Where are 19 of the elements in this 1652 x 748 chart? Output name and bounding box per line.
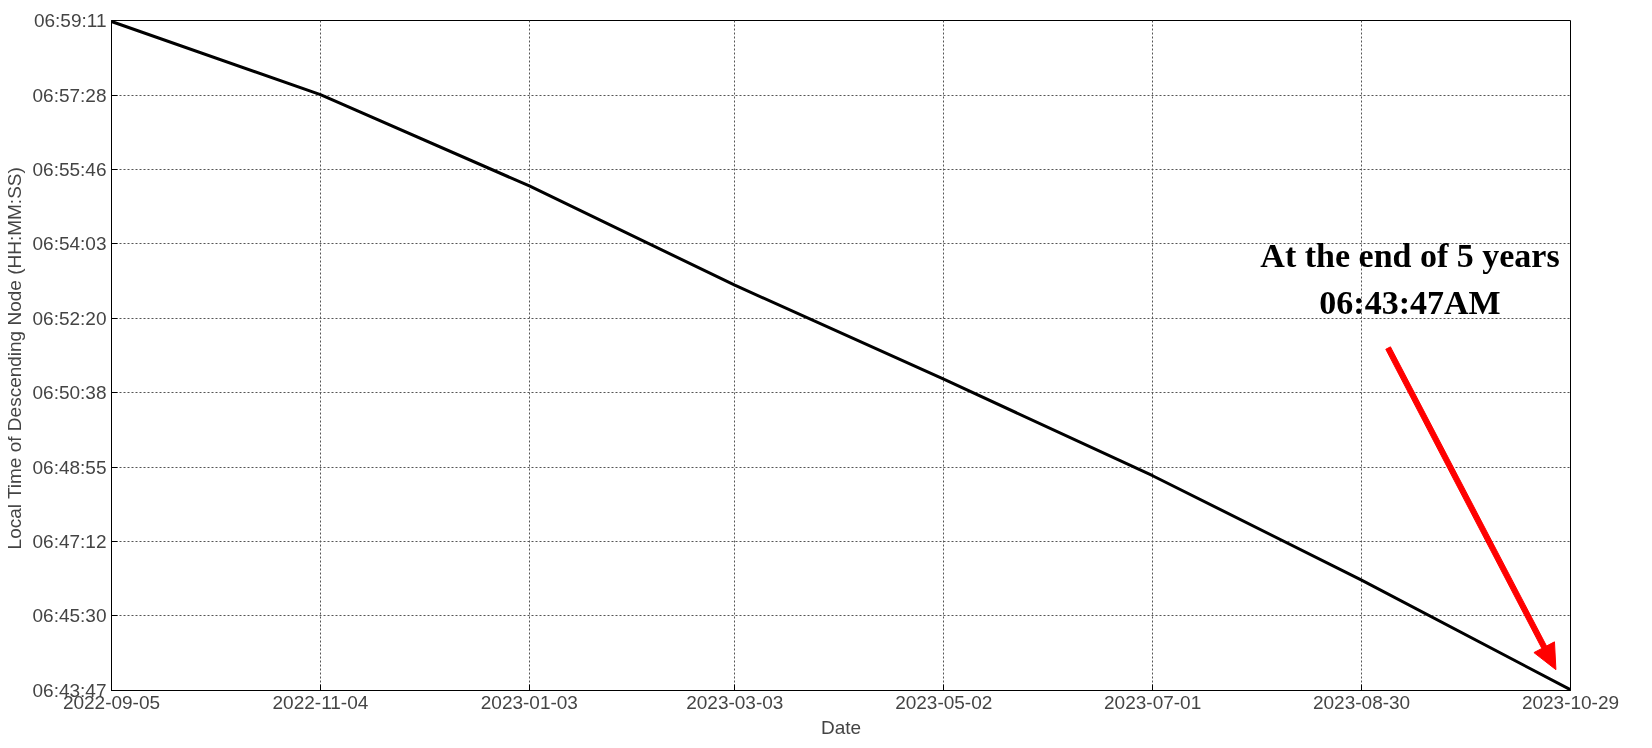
y-tick-label: 06:52:20 (32, 308, 107, 330)
y-tick-label: 06:57:28 (32, 84, 107, 106)
x-tick-label: 2023-03-03 (686, 691, 784, 713)
x-tick-label: 2023-08-30 (1312, 691, 1411, 713)
x-tick-label: 2023-07-01 (1104, 691, 1202, 713)
annotation: At the end of 5 years 06:43:47AM (1260, 237, 1560, 322)
y-tick-label: 06:54:03 (32, 233, 107, 255)
x-tick-label: 2023-05-02 (895, 691, 993, 713)
x-tick-label: 2023-01-03 (480, 691, 578, 713)
x-tick-label: 2023-10-29 (1521, 691, 1620, 713)
y-tick-label: 06:45:30 (32, 605, 107, 627)
y-tick-label: 06:48:55 (32, 456, 107, 478)
y-axis-title: Local Time of Descending Node (HH:MM:SS) (3, 167, 25, 550)
y-tick-label: 06:59:11 (33, 10, 107, 31)
y-tick-label: 06:50:38 (32, 381, 107, 403)
y-tick-label: 06:47:12 (32, 531, 107, 553)
x-axis-title: Date (820, 716, 862, 738)
x-tick-label: 2022-11-04 (272, 691, 369, 713)
y-tick-label: 06:55:46 (32, 158, 107, 180)
